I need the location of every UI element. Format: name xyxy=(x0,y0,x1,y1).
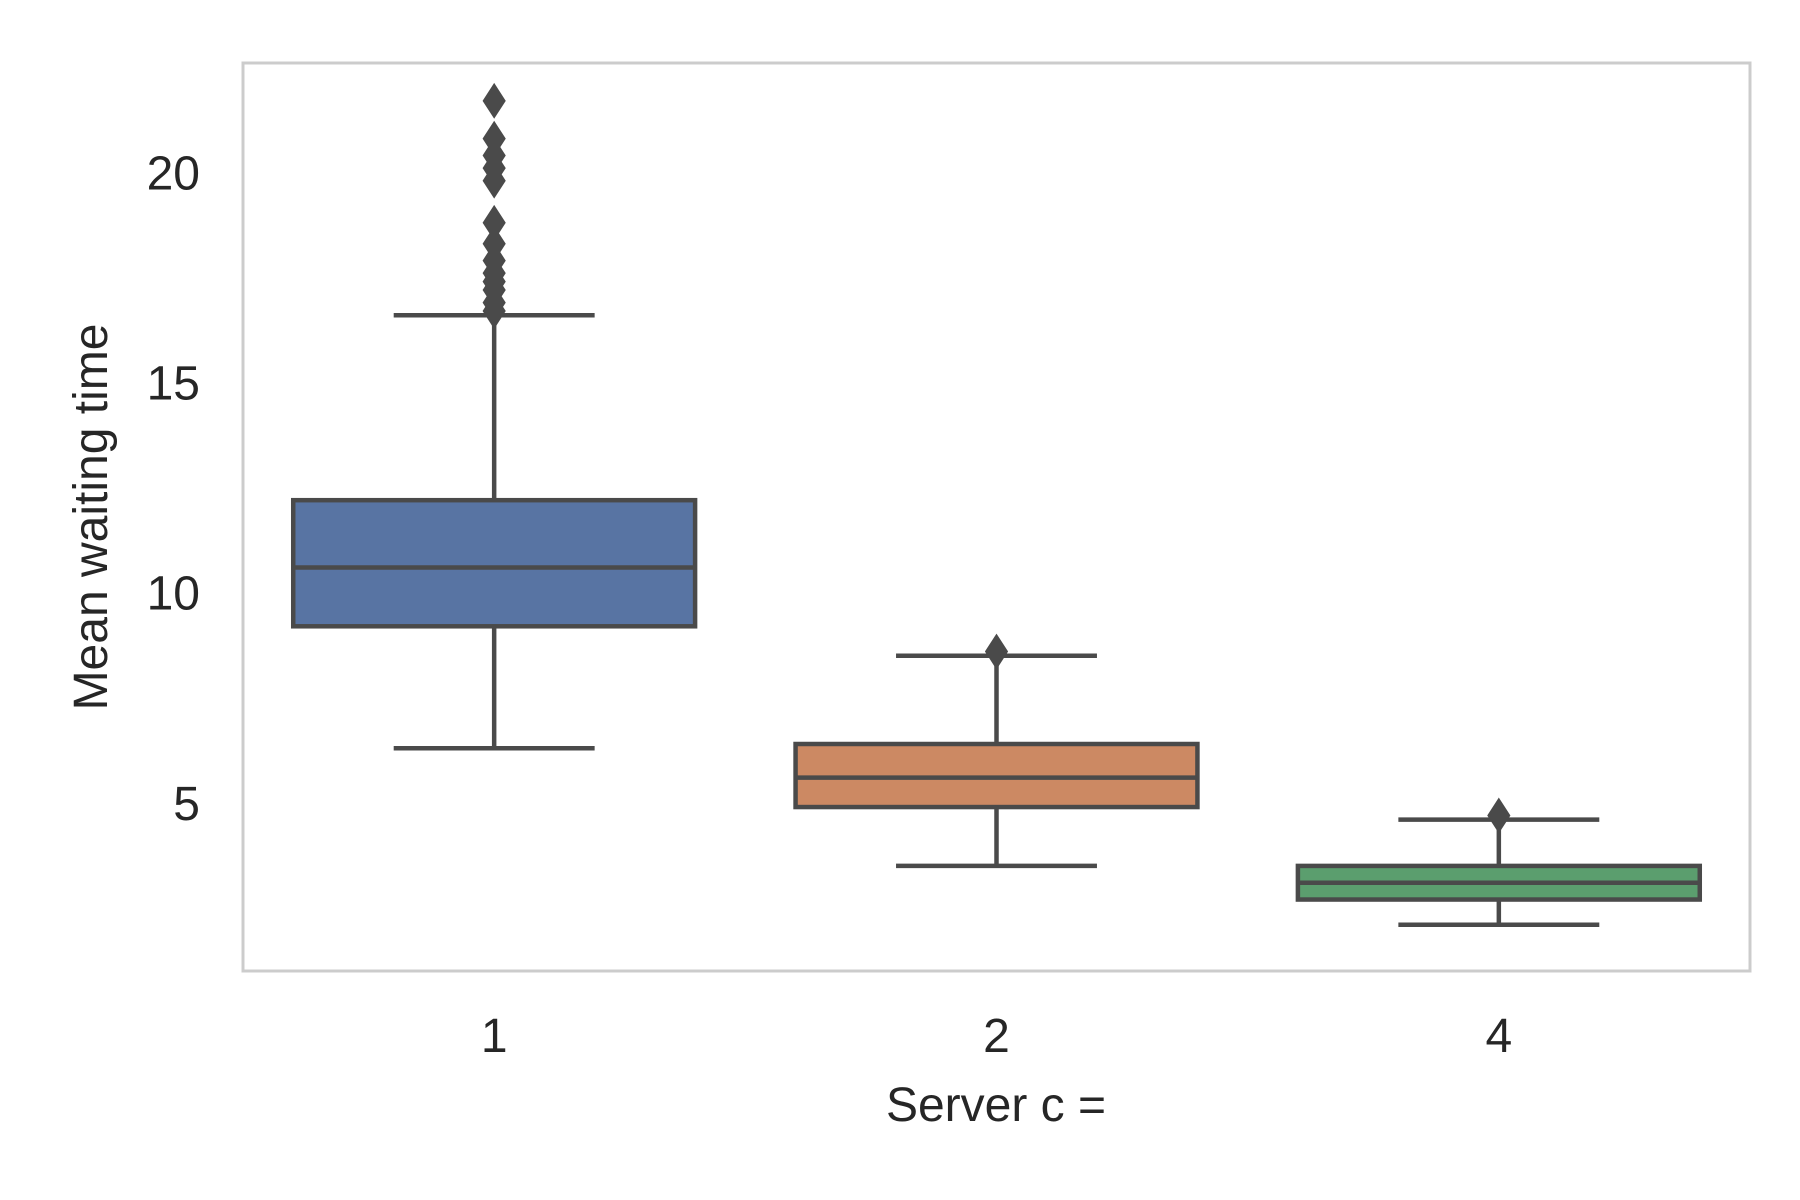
outlier-point xyxy=(984,633,1009,670)
x-axis-ticks: 1 2 4 xyxy=(481,1010,1512,1063)
outlier-point xyxy=(1487,797,1511,834)
chart-marks xyxy=(290,82,1703,928)
outlier-point xyxy=(482,82,506,119)
y-tick-label: 5 xyxy=(173,778,200,831)
y-tick-label: 15 xyxy=(147,357,200,410)
box-group-4 xyxy=(1295,797,1703,928)
outlier-point xyxy=(482,204,506,241)
x-tick-label: 4 xyxy=(1485,1010,1512,1063)
x-tick-label: 1 xyxy=(481,1010,508,1063)
outlier-point xyxy=(482,120,506,157)
outlier-point xyxy=(482,225,506,262)
box-group-2 xyxy=(793,633,1200,869)
y-tick-label: 20 xyxy=(147,147,200,200)
x-axis-label: Server c = xyxy=(886,1079,1106,1132)
box-iqr xyxy=(290,497,698,629)
y-tick-label: 10 xyxy=(147,568,200,621)
box-group-1 xyxy=(290,82,698,751)
y-axis-label: Mean waiting time xyxy=(65,324,118,711)
x-tick-label: 2 xyxy=(983,1010,1010,1063)
y-axis-ticks: 5 10 15 20 xyxy=(147,147,200,831)
